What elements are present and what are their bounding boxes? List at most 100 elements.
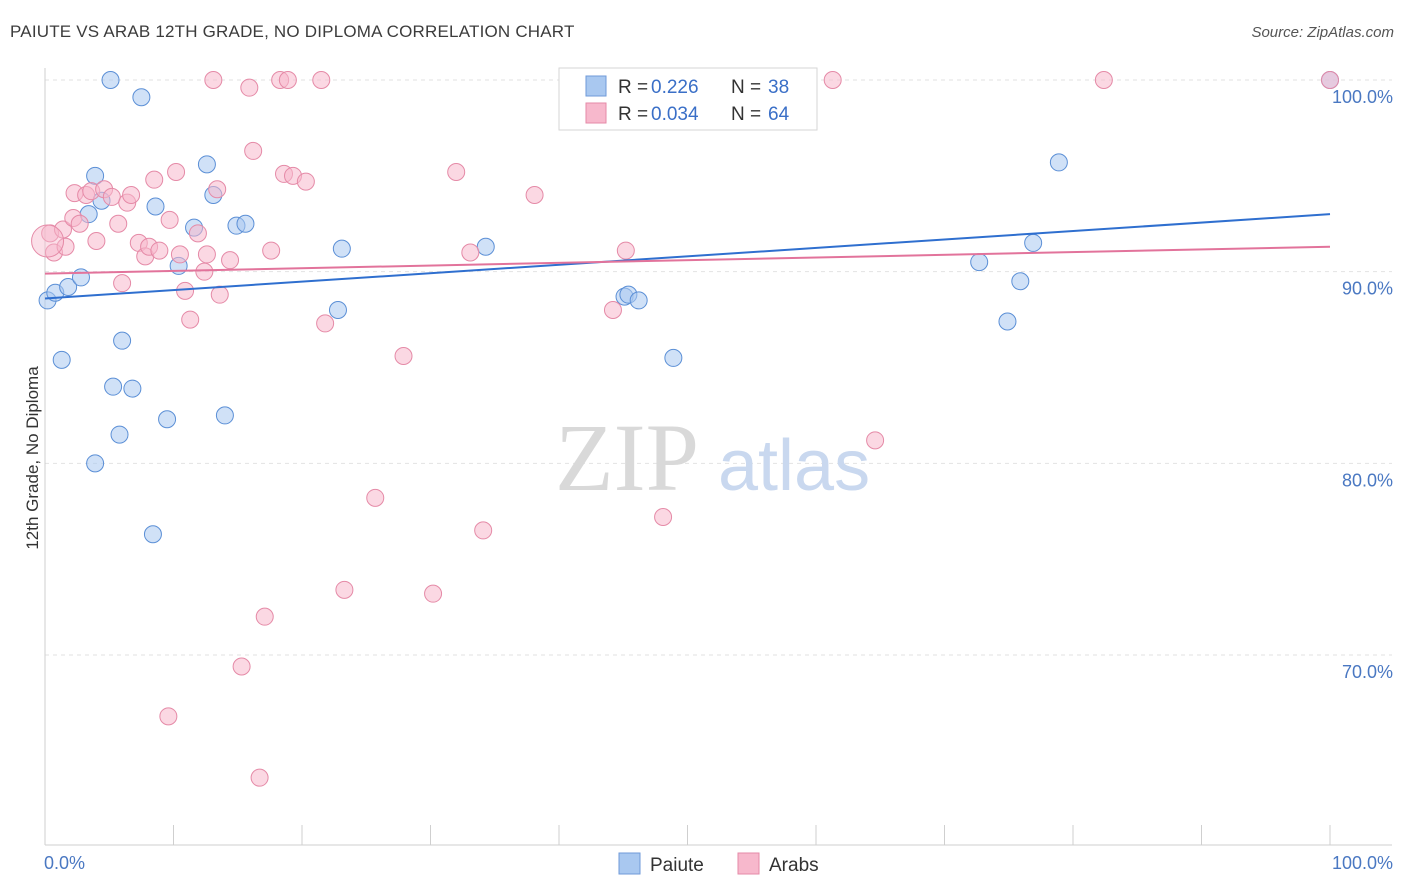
point-arabs <box>866 431 885 450</box>
point-arabs <box>70 214 89 233</box>
point-arabs <box>394 347 413 365</box>
point-arabs <box>312 71 331 89</box>
point-arabs <box>31 224 65 258</box>
point-paiute <box>476 237 495 256</box>
point-paiute <box>86 454 105 473</box>
point-arabs <box>159 707 178 726</box>
point-arabs <box>603 301 622 319</box>
point-arabs <box>316 314 335 333</box>
point-arabs <box>262 241 281 260</box>
point-arabs <box>278 71 297 89</box>
legend-n-label: N = <box>731 104 761 125</box>
point-paiute <box>146 197 165 216</box>
y-tick-label: 80.0% <box>1342 470 1393 490</box>
point-paiute <box>59 278 78 296</box>
point-arabs <box>176 281 195 300</box>
legend-n-value-arabs: 64 <box>768 104 790 125</box>
point-arabs <box>335 580 354 599</box>
point-arabs <box>424 584 443 603</box>
point-arabs <box>208 180 227 199</box>
bottom-legend-swatch-paiute <box>618 852 641 875</box>
point-arabs <box>150 241 169 260</box>
bottom-legend: Paiute Arabs <box>618 852 819 876</box>
trend-lines <box>44 213 1331 300</box>
x-tick-label: 100.0% <box>1332 853 1393 873</box>
point-paiute <box>1024 233 1043 252</box>
point-paiute <box>629 291 648 310</box>
point-arabs <box>122 186 141 204</box>
data-points <box>31 71 1339 787</box>
point-arabs <box>654 508 673 526</box>
point-arabs <box>109 214 128 233</box>
bottom-legend-swatch-arabs <box>737 852 760 875</box>
point-arabs <box>160 210 179 229</box>
legend-n-value-paiute: 38 <box>768 77 789 98</box>
point-arabs <box>1094 71 1113 89</box>
trend-line-paiute <box>44 213 1331 300</box>
point-arabs <box>461 243 480 262</box>
point-paiute <box>328 301 347 319</box>
watermark-zip: ZIP <box>555 404 699 511</box>
legend-swatch-arabs <box>585 102 607 124</box>
point-arabs <box>244 141 263 160</box>
point-paiute <box>101 71 120 89</box>
axes <box>44 68 1392 846</box>
point-paiute <box>1011 272 1030 291</box>
point-paiute <box>52 350 71 369</box>
point-paiute <box>970 253 989 272</box>
point-arabs <box>232 657 251 676</box>
point-paiute <box>104 377 123 396</box>
point-arabs <box>167 163 186 181</box>
y-tick-label: 90.0% <box>1342 279 1393 299</box>
legend-r-label: R = <box>618 104 648 125</box>
grid-lines <box>45 79 1392 656</box>
chart-title: PAIUTE VS ARAB 12TH GRADE, NO DIPLOMA CO… <box>10 22 575 41</box>
legend-r-label: R = <box>618 77 648 98</box>
point-arabs <box>616 241 635 260</box>
point-arabs <box>447 163 466 181</box>
point-paiute <box>123 379 142 398</box>
legend-r-value-arabs: 0.034 <box>651 104 699 125</box>
point-arabs <box>195 262 214 281</box>
point-paiute <box>158 410 177 429</box>
x-tick-labels: 0.0% 100.0% <box>44 853 1393 873</box>
point-arabs <box>102 187 121 206</box>
bottom-legend-label-paiute: Paiute <box>650 855 704 876</box>
y-axis-title: 12th Grade, No Diploma <box>23 366 42 550</box>
point-paiute <box>1049 153 1068 172</box>
point-arabs <box>170 245 189 264</box>
point-arabs <box>113 274 132 293</box>
point-arabs <box>204 71 223 89</box>
legend-row-paiute: R = 0.226 N = 38 <box>585 75 789 98</box>
point-paiute <box>197 155 216 174</box>
point-arabs <box>181 310 200 329</box>
legend-row-arabs: R = 0.034 N = 64 <box>585 102 790 125</box>
point-arabs <box>87 232 106 250</box>
point-paiute <box>71 268 90 287</box>
y-tick-labels: 70.0% 80.0% 90.0% 100.0% <box>1332 87 1393 682</box>
legend: R = 0.226 N = 38 R = 0.034 N = 64 <box>558 67 818 131</box>
point-arabs <box>525 186 544 204</box>
point-arabs <box>823 71 842 89</box>
legend-swatch-paiute <box>585 75 607 97</box>
point-arabs <box>1321 71 1339 89</box>
source-label: Source: ZipAtlas.com <box>1251 24 1394 41</box>
point-arabs <box>221 251 240 270</box>
point-arabs <box>474 521 493 540</box>
legend-r-value-paiute: 0.226 <box>651 77 699 98</box>
point-arabs <box>197 245 216 264</box>
point-arabs <box>296 172 315 191</box>
point-arabs <box>56 237 75 256</box>
point-paiute <box>998 312 1017 331</box>
point-paiute <box>113 331 132 350</box>
point-paiute <box>215 406 234 425</box>
watermark-atlas: atlas <box>718 426 870 506</box>
point-paiute <box>110 425 129 444</box>
point-arabs <box>250 768 269 787</box>
point-arabs <box>240 78 259 97</box>
point-paiute <box>236 214 255 233</box>
point-paiute <box>664 348 683 367</box>
point-arabs <box>366 488 385 507</box>
legend-n-label: N = <box>731 77 761 98</box>
